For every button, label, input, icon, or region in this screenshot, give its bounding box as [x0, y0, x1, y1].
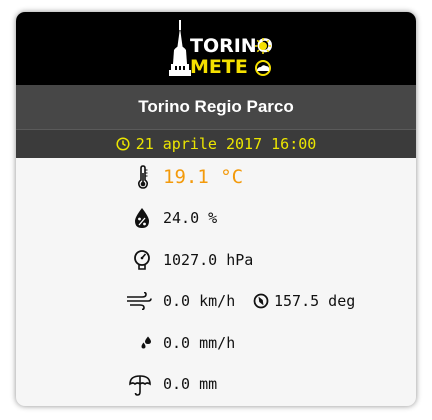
pressure-row: 1027.0 hPa — [16, 245, 416, 275]
barometer-icon — [134, 250, 150, 270]
thermometer-icon — [137, 165, 149, 189]
sun-icon — [255, 38, 271, 54]
humidity-drop-icon — [135, 208, 149, 228]
cloud-icon — [255, 60, 271, 76]
weather-widget: TORINO METE Torino Regio Parco 2 — [16, 12, 416, 406]
wind-speed-value: 0.0 km/h — [163, 292, 236, 310]
wind-direction-value: 157.5 deg — [274, 292, 356, 310]
umbrella-icon — [129, 375, 151, 396]
torino-meteo-logo: TORINO METE — [168, 20, 278, 78]
humidity-value: 24.0 % — [163, 209, 218, 227]
station-name: Torino Regio Parco — [16, 85, 416, 129]
timestamp-bar: 21 aprile 2017 16:00 — [16, 129, 416, 158]
timestamp-text: 21 aprile 2017 16:00 — [135, 135, 317, 153]
pressure-value: 1027.0 hPa — [163, 251, 254, 269]
logo-meteo-text: METE — [190, 56, 248, 78]
logo-bar: TORINO METE — [16, 12, 416, 85]
temperature-row: 19.1 °C — [16, 162, 416, 192]
rain-total-row: 0.0 mm — [16, 369, 416, 399]
mole-tower-icon — [169, 20, 191, 76]
rain-rate-value: 0.0 mm/h — [163, 334, 236, 352]
compass-icon — [253, 293, 269, 309]
wind-icon — [127, 292, 152, 310]
temperature-value: 19.1 °C — [163, 166, 244, 188]
clock-icon — [116, 137, 130, 151]
rain-drops-icon — [141, 336, 151, 349]
humidity-row: 24.0 % — [16, 203, 416, 233]
rain-rate-row: 0.0 mm/h — [16, 328, 416, 358]
wind-row: 0.0 km/h 157.5 deg — [16, 286, 416, 316]
rain-total-value: 0.0 mm — [163, 375, 218, 393]
